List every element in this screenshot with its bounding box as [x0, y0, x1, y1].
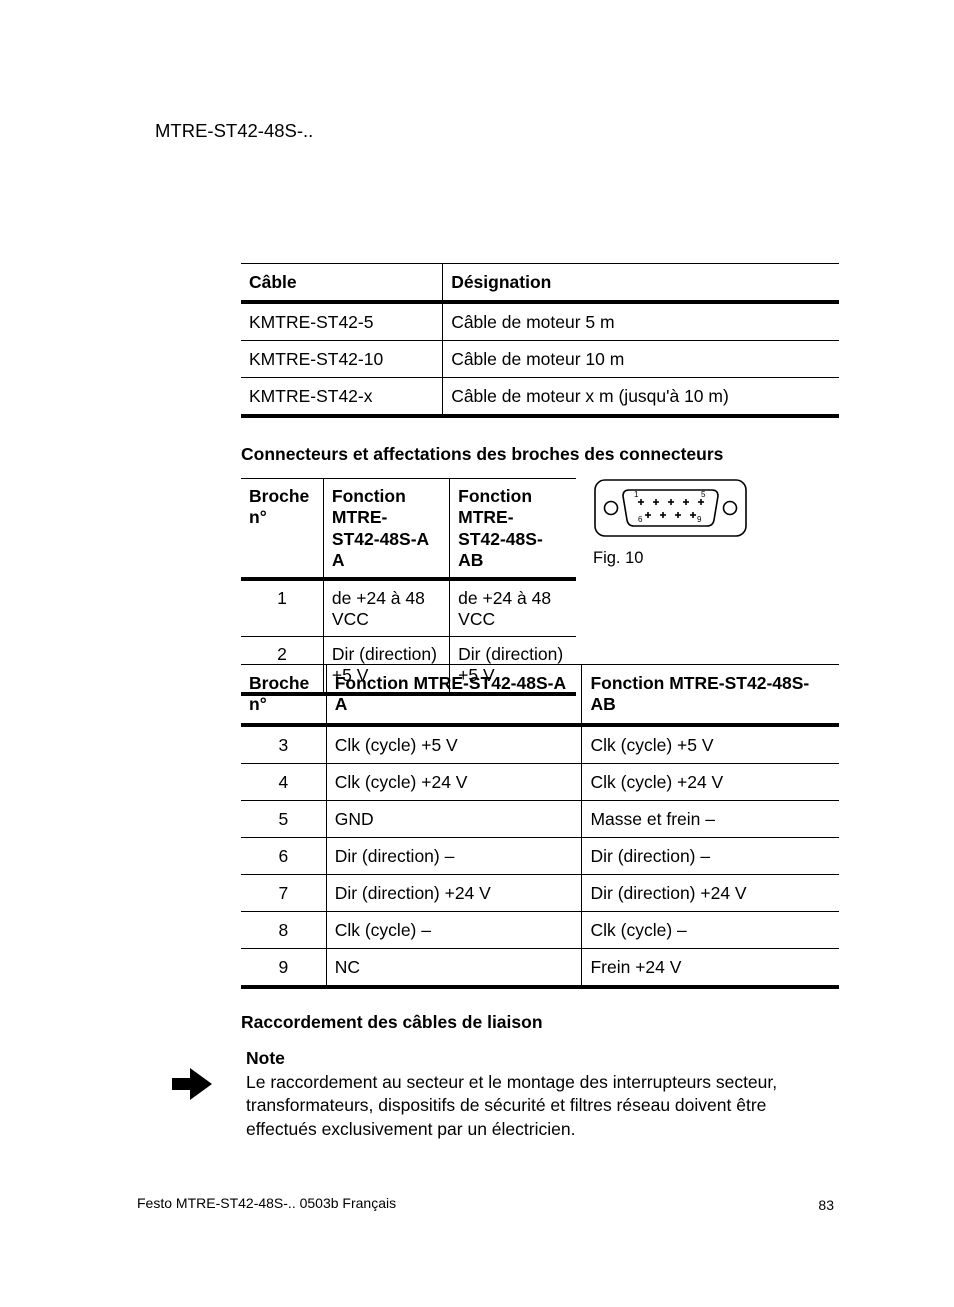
cell: Clk (cycle) +24 V — [326, 763, 582, 800]
note-title: Note — [246, 1047, 836, 1071]
footer-text: Festo MTRE-ST42-48S-.. 0503b Français — [137, 1195, 396, 1211]
cell: 5 — [241, 800, 326, 837]
table-header-row: Câble Désignation — [241, 264, 839, 303]
cell: KMTRE-ST42-10 — [241, 341, 443, 378]
cell: Dir (direction) – — [326, 837, 582, 874]
page-number: 83 — [818, 1197, 834, 1213]
connector-diagram-icon: 1 5 6 9 — [593, 478, 748, 538]
cell: Clk (cycle) – — [326, 911, 582, 948]
cell: NC — [326, 948, 582, 987]
cell: Dir (direction) +24 V — [326, 874, 582, 911]
cell: Câble de moteur x m (jusqu'à 10 m) — [443, 378, 839, 417]
table-row: 8 Clk (cycle) – Clk (cycle) – — [241, 911, 839, 948]
hdr-line: Fonction — [332, 486, 406, 506]
table-row: 1 de +24 à 48 VCC de +24 à 48 VCC — [241, 579, 576, 637]
cell: de +24 à 48 VCC — [450, 579, 576, 637]
pin-label-9: 9 — [697, 515, 702, 524]
cell: de +24 à 48 VCC — [323, 579, 449, 637]
table-row: KMTRE-ST42-x Câble de moteur x m (jusqu'… — [241, 378, 839, 417]
col-header-pin: Broche n° — [241, 665, 326, 725]
col-header-fn-aa: Fonction MTRE-ST42-48S-A A — [326, 665, 582, 725]
cell: Dir (direction) +24 V — [582, 874, 839, 911]
cell: Clk (cycle) – — [582, 911, 839, 948]
cell: 3 — [241, 725, 326, 764]
cell: Frein +24 V — [582, 948, 839, 987]
cell: KMTRE-ST42-5 — [241, 302, 443, 341]
table-row: 6 Dir (direction) – Dir (direction) – — [241, 837, 839, 874]
hdr-line: MTRE- — [332, 507, 387, 527]
section-heading-connectors: Connecteurs et affectations des broches … — [241, 444, 723, 465]
hdr-line: Broche — [249, 673, 309, 693]
col-header-fn-aa: Fonction MTRE- ST42-48S-A A — [323, 479, 449, 580]
table-row: 7 Dir (direction) +24 V Dir (direction) … — [241, 874, 839, 911]
hdr-line: Broche — [249, 486, 309, 506]
table-row: 4 Clk (cycle) +24 V Clk (cycle) +24 V — [241, 763, 839, 800]
cell: Dir (direction) – — [582, 837, 839, 874]
table-row: 9 NC Frein +24 V — [241, 948, 839, 987]
hdr-line: n° — [249, 694, 267, 714]
hdr-line: n° — [249, 507, 267, 527]
col-header-cable: Câble — [241, 264, 443, 303]
arrow-right-bold-icon — [168, 1060, 216, 1108]
note-block: Note Le raccordement au secteur et le mo… — [246, 1047, 836, 1142]
cell: 6 — [241, 837, 326, 874]
cell: Câble de moteur 5 m — [443, 302, 839, 341]
table-row: 5 GND Masse et frein – — [241, 800, 839, 837]
col-header-fn-ab: Fonction MTRE- ST42-48S-AB — [450, 479, 576, 580]
pin-label-1: 1 — [634, 490, 639, 499]
cell: 4 — [241, 763, 326, 800]
hdr-line: MTRE- — [458, 507, 513, 527]
document-page: MTRE-ST42-48S-.. Câble Désignation KMTRE… — [0, 0, 954, 1307]
cell: 1 — [241, 579, 323, 637]
cell: GND — [326, 800, 582, 837]
col-header-designation: Désignation — [443, 264, 839, 303]
cell: Câble de moteur 10 m — [443, 341, 839, 378]
table-row: 3 Clk (cycle) +5 V Clk (cycle) +5 V — [241, 725, 839, 764]
hdr-line: ST42-48S-AB — [458, 529, 543, 570]
pin-label-6: 6 — [638, 515, 643, 524]
note-body: Le raccordement au secteur et le montage… — [246, 1071, 836, 1142]
pin-label-5: 5 — [701, 490, 706, 499]
figure-caption: Fig. 10 — [593, 549, 748, 568]
section-heading-raccordement: Raccordement des câbles de liaison — [241, 1012, 543, 1033]
cell: 8 — [241, 911, 326, 948]
cell: Masse et frein – — [582, 800, 839, 837]
cell: Clk (cycle) +24 V — [582, 763, 839, 800]
figure-10: 1 5 6 9 Fig. 10 — [593, 478, 748, 568]
table-header-row: Broche n° Fonction MTRE-ST42-48S-A A Fon… — [241, 665, 839, 725]
pin-table-b: Broche n° Fonction MTRE-ST42-48S-A A Fon… — [241, 664, 839, 989]
cell: Clk (cycle) +5 V — [326, 725, 582, 764]
cell: Clk (cycle) +5 V — [582, 725, 839, 764]
table-header-row: Broche n° Fonction MTRE- ST42-48S-A A Fo… — [241, 479, 576, 580]
col-header-fn-ab: Fonction MTRE-ST42-48S-AB — [582, 665, 839, 725]
hdr-line: ST42-48S-A A — [332, 529, 429, 570]
col-header-pin: Broche n° — [241, 479, 323, 580]
cell: 7 — [241, 874, 326, 911]
cell: KMTRE-ST42-x — [241, 378, 443, 417]
hdr-line: Fonction — [458, 486, 532, 506]
cell: 9 — [241, 948, 326, 987]
table-row: KMTRE-ST42-5 Câble de moteur 5 m — [241, 302, 839, 341]
page-title: MTRE-ST42-48S-.. — [155, 120, 313, 142]
table-row: KMTRE-ST42-10 Câble de moteur 10 m — [241, 341, 839, 378]
cable-table: Câble Désignation KMTRE-ST42-5 Câble de … — [241, 263, 839, 418]
